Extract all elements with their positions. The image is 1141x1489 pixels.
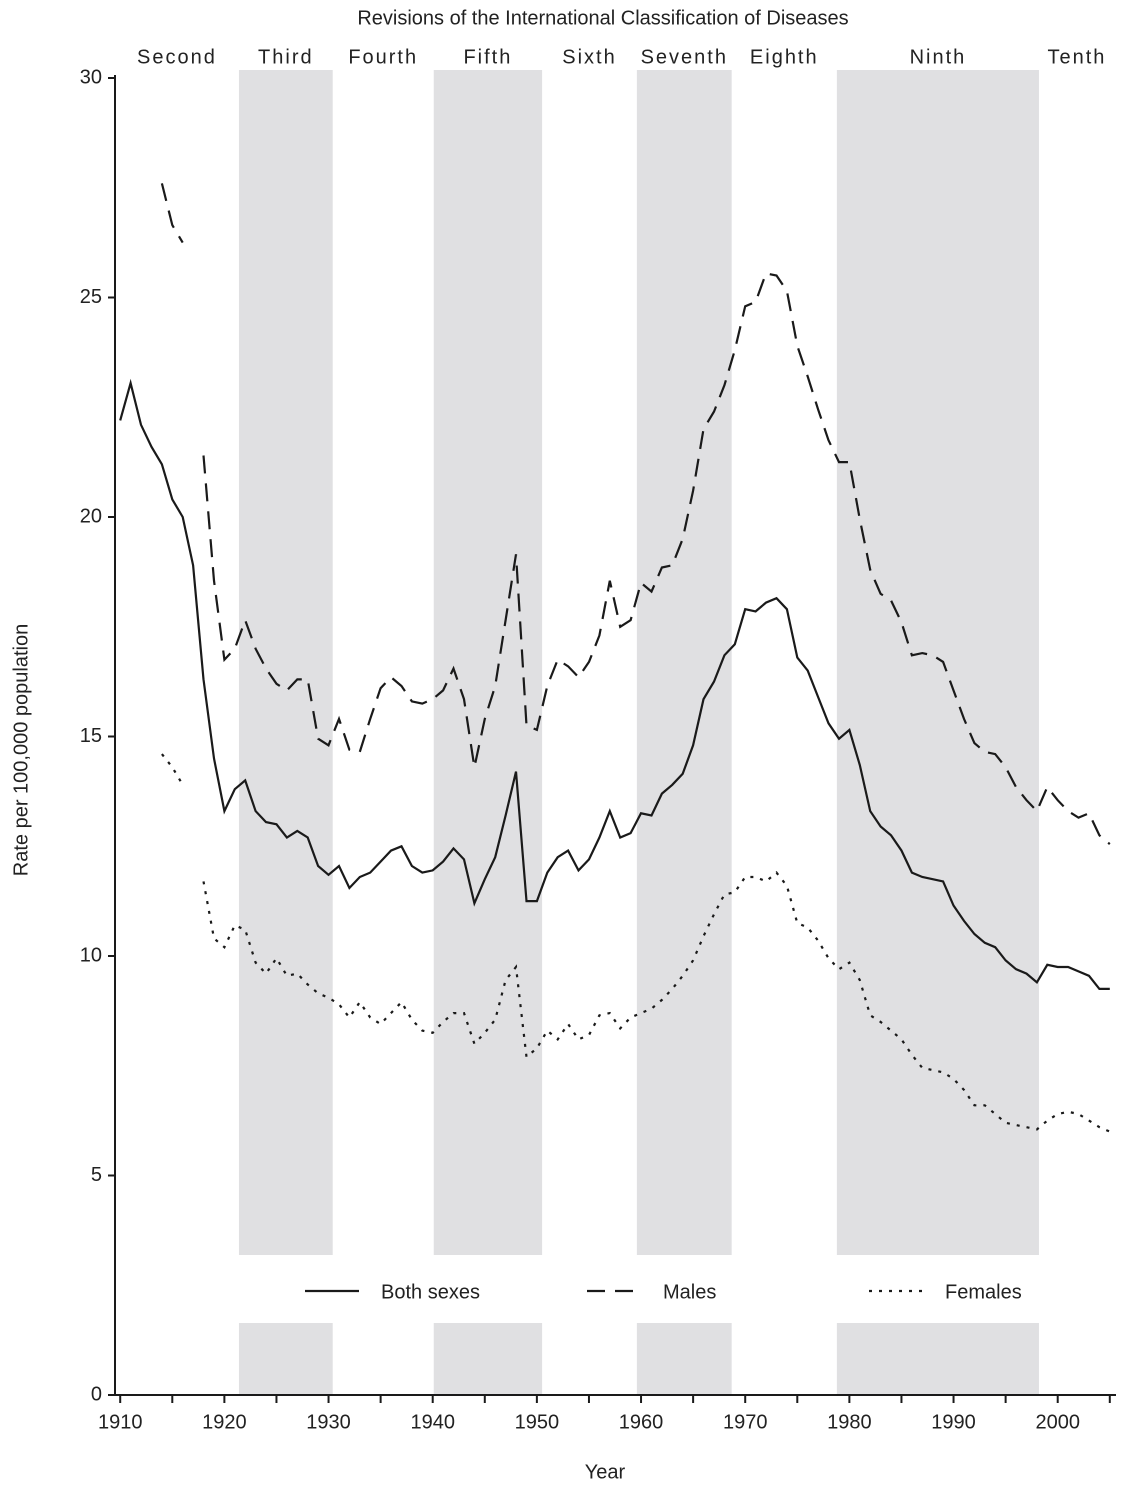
revision-label: Sixth (562, 46, 616, 68)
y-axis-title: Rate per 100,000 population (10, 624, 32, 876)
revision-band (433, 1323, 543, 1395)
revision-label: Fourth (348, 46, 418, 68)
revision-band (836, 70, 1039, 1255)
y-tick-label: 15 (80, 725, 102, 747)
chart-title: Revisions of the International Classific… (357, 7, 848, 29)
y-tick-label: 30 (80, 66, 102, 88)
x-axis-title: Year (585, 1461, 626, 1483)
y-tick-label: 10 (80, 944, 102, 966)
legend-label: Both sexes (381, 1281, 480, 1303)
x-tick-label: 1980 (827, 1411, 872, 1433)
x-tick-label: 1990 (931, 1411, 976, 1433)
revision-label: Third (258, 46, 314, 68)
revision-label: Seventh (641, 46, 728, 68)
revision-label: Eighth (750, 46, 819, 68)
x-tick-label: 1960 (619, 1411, 664, 1433)
y-tick-label: 0 (91, 1383, 102, 1405)
x-tick-label: 1930 (306, 1411, 351, 1433)
series-line (160, 183, 184, 244)
x-tick-label: 1950 (515, 1411, 560, 1433)
x-tick-label: 1940 (410, 1411, 455, 1433)
series-line (161, 753, 184, 786)
revision-label: Fifth (463, 46, 512, 68)
x-tick-label: 1920 (202, 1411, 247, 1433)
x-tick-label: 2000 (1035, 1411, 1080, 1433)
revision-band (433, 70, 543, 1255)
x-tick-label: 1910 (98, 1411, 143, 1433)
revision-band (636, 1323, 732, 1395)
revision-bands (238, 70, 1039, 1395)
series-line (119, 378, 1110, 990)
x-tick-label: 1970 (723, 1411, 768, 1433)
legend-label: Females (945, 1281, 1022, 1303)
revision-band (636, 70, 732, 1255)
revision-label: Ninth (910, 46, 967, 68)
revision-band (238, 1323, 333, 1395)
revision-label: Tenth (1048, 46, 1107, 68)
revision-band (238, 70, 333, 1255)
y-tick-label: 20 (80, 505, 102, 527)
revision-band (836, 1323, 1039, 1395)
revision-label: Second (137, 46, 217, 68)
legend-label: Males (663, 1281, 716, 1303)
y-tick-label: 5 (91, 1164, 102, 1186)
y-tick-label: 25 (80, 286, 102, 308)
